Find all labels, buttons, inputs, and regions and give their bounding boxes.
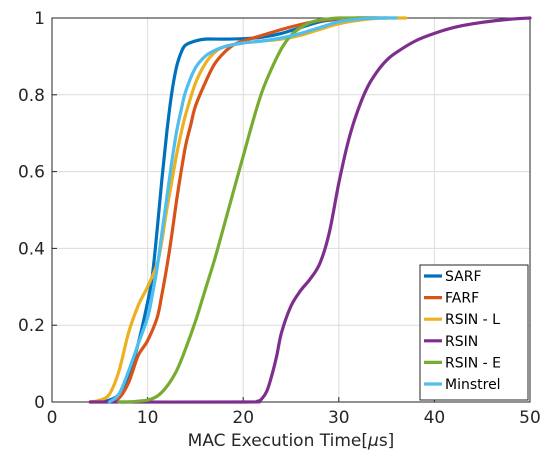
- y-tick-label: 0.8: [18, 86, 45, 106]
- legend-label: SARF: [445, 269, 482, 285]
- legend-box: [419, 264, 529, 401]
- series-line-rsin-l: [88, 16, 408, 404]
- legend-label: Minstrel: [445, 377, 501, 393]
- legend-label: RSIN - E: [445, 355, 501, 371]
- y-tick-label: 0.6: [18, 163, 45, 183]
- x-tick-label: 30: [328, 408, 350, 428]
- series-line-farf: [107, 16, 379, 404]
- x-tick-label: 40: [424, 408, 446, 428]
- y-axis: 0 0.2 0.4 0.6 0.8 1: [18, 9, 57, 413]
- series-line-rsin: [88, 16, 532, 404]
- legend-label: RSIN: [445, 334, 478, 350]
- x-tick-label: 10: [137, 408, 159, 428]
- series-layer: [88, 16, 532, 404]
- x-tick-label: 0: [47, 408, 58, 428]
- y-tick-label: 0.2: [18, 316, 45, 336]
- legend-label: RSIN - L: [445, 312, 500, 328]
- y-tick-label: 1: [34, 9, 45, 29]
- x-axis-label: MAC Execution Time[μs]: [188, 431, 395, 451]
- x-tick-label: 20: [232, 408, 254, 428]
- series-line-rsin-e: [117, 16, 379, 404]
- y-tick-label: 0.4: [18, 239, 45, 259]
- legend-label: FARF: [445, 291, 479, 307]
- series-line-minstrel: [107, 16, 398, 404]
- legend: SARF FARF RSIN - L RSIN RSIN - E Minstrel: [419, 264, 529, 401]
- x-tick-label: 50: [519, 408, 541, 428]
- y-tick-label: 0: [34, 393, 45, 413]
- x-axis: 0 10 20 30 40 50: [47, 397, 541, 428]
- plot-area: [51, 17, 531, 403]
